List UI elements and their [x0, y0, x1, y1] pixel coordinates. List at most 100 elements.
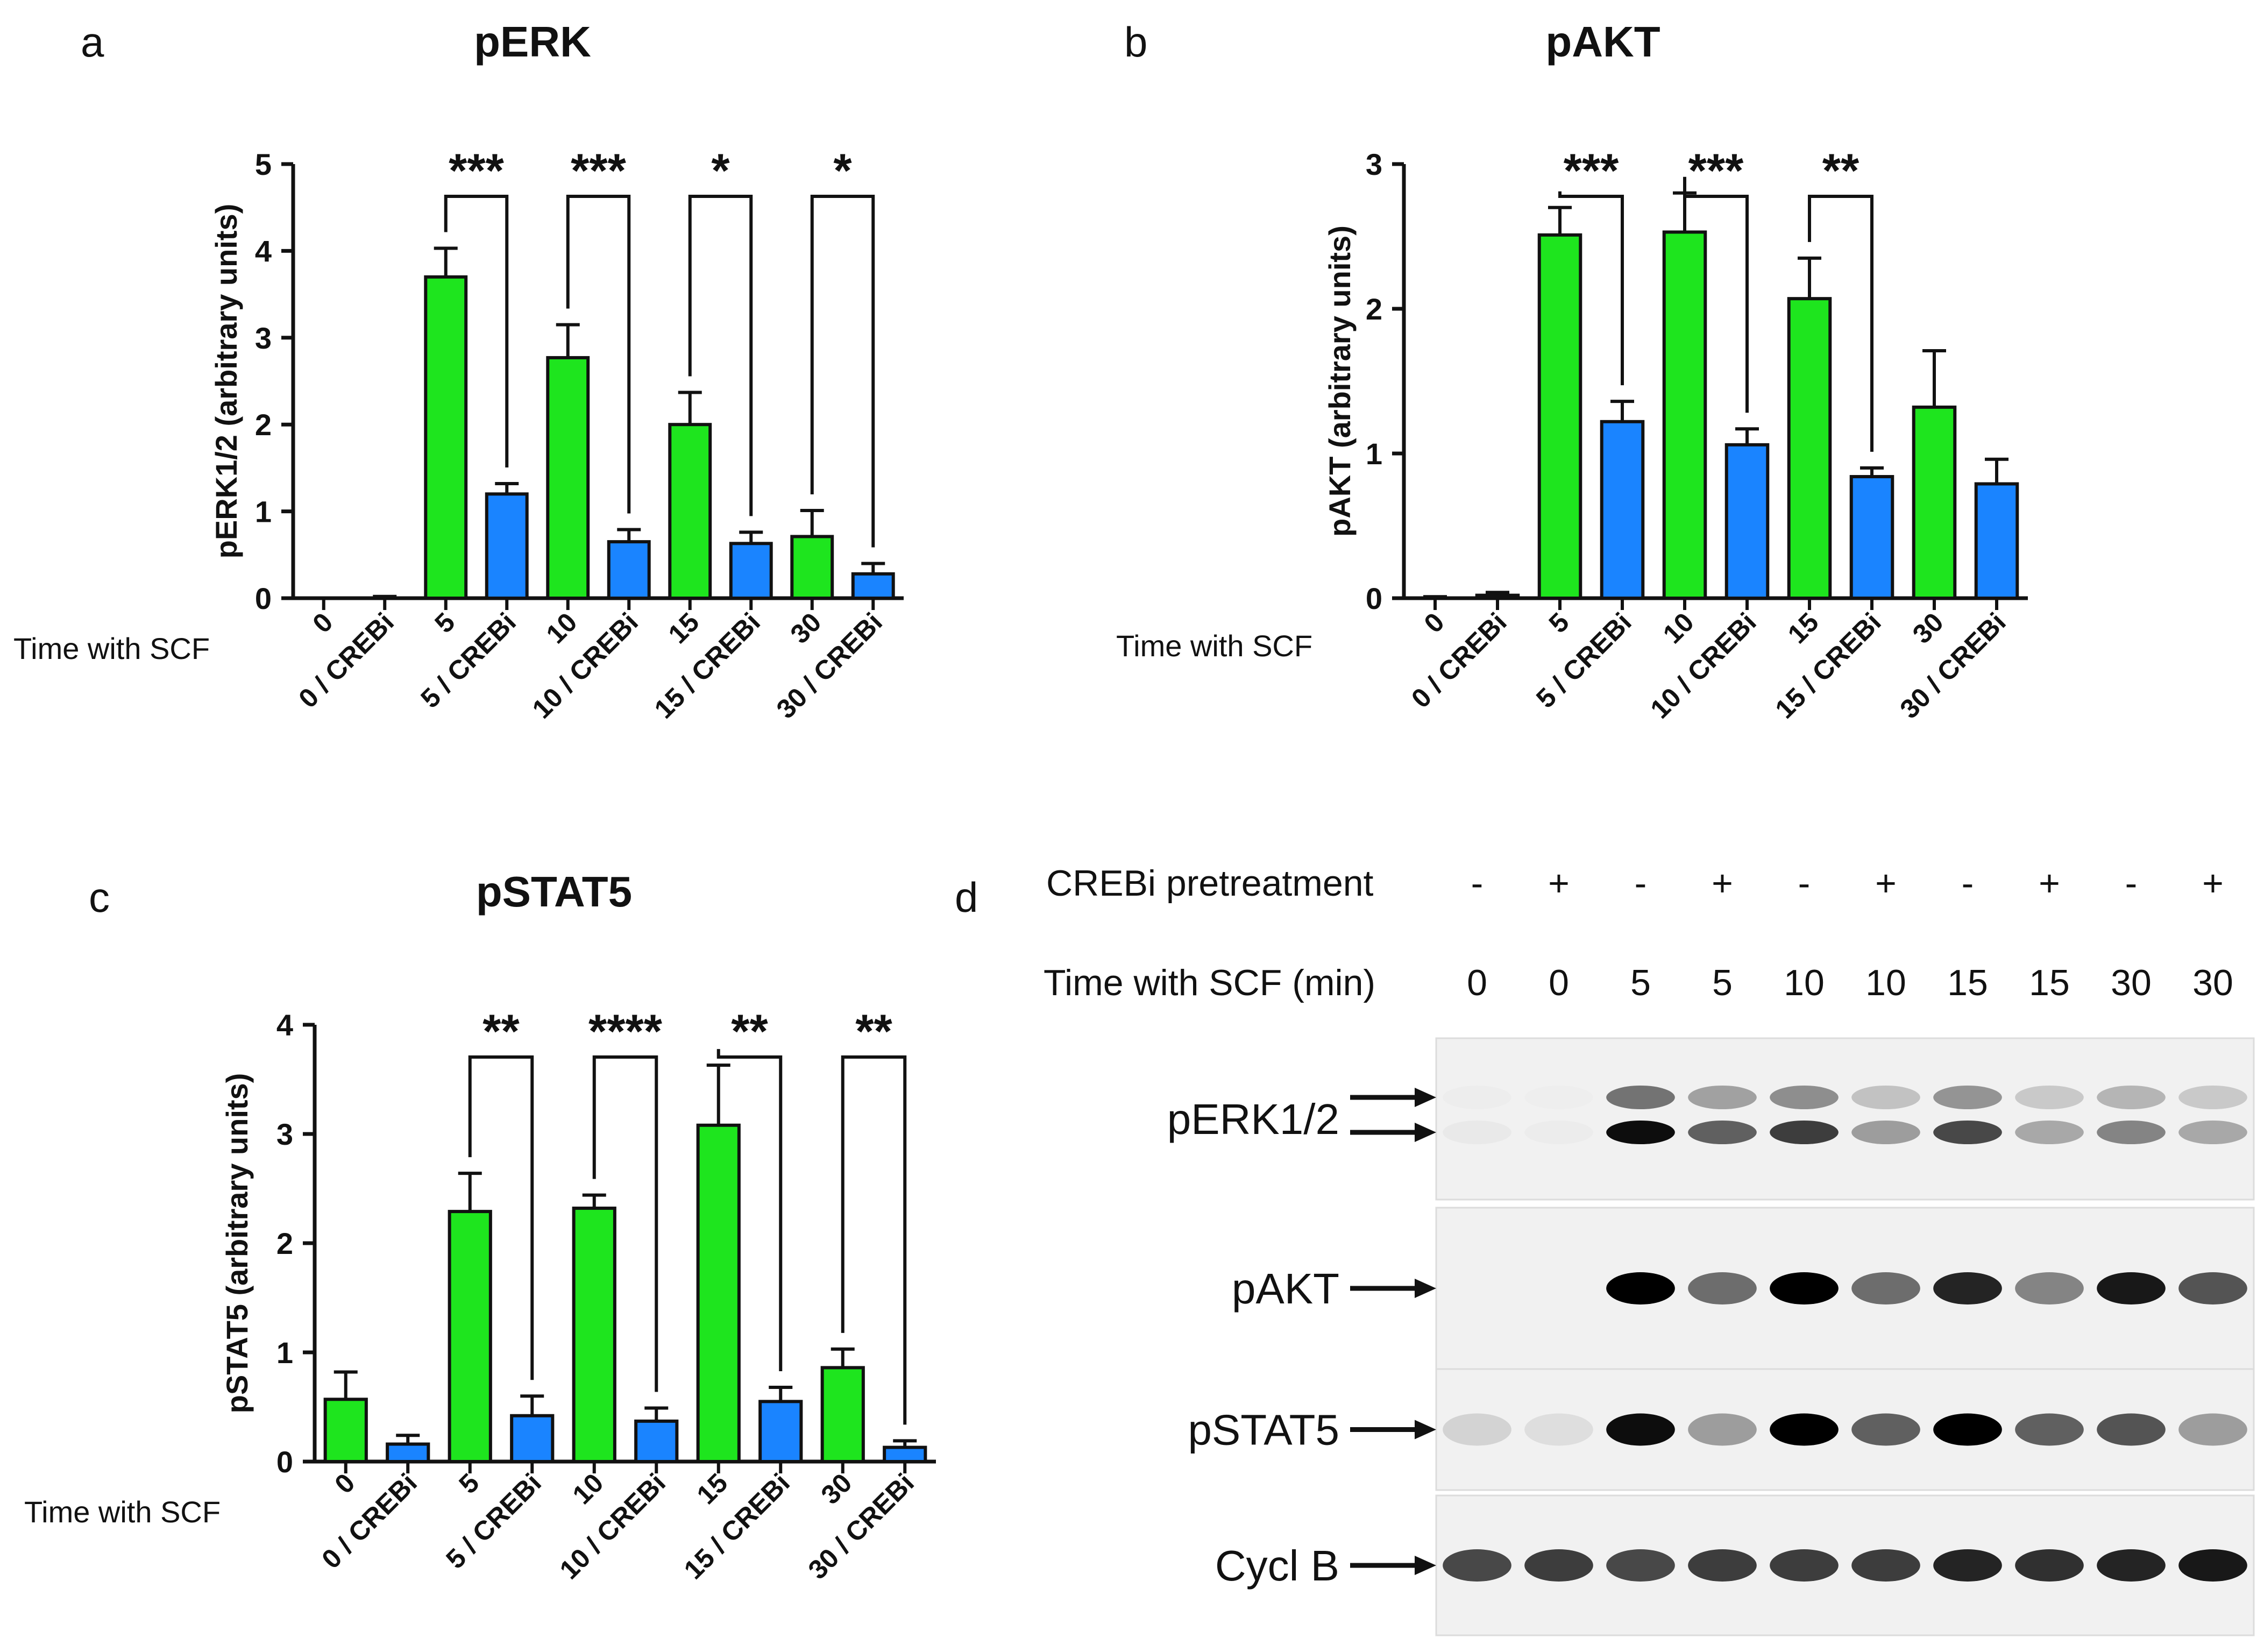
y-tick-label: 4: [276, 1008, 293, 1042]
bar: [510, 1414, 555, 1463]
category-label: 5: [1543, 607, 1575, 639]
category-label: 0 / CREBi: [1406, 607, 1513, 714]
pretreatment-sign: -: [1635, 863, 1647, 904]
category-label: 5 / CREBi: [415, 607, 522, 714]
time-label: 0: [1549, 962, 1569, 1003]
blot-band: [2178, 1121, 2247, 1144]
bar: [1600, 420, 1645, 600]
y-tick-label: 2: [276, 1226, 293, 1260]
blot-band: [1443, 1549, 1511, 1582]
blot-band: [2015, 1549, 2084, 1582]
bar: [820, 1366, 865, 1463]
arrowhead-icon: [1415, 1123, 1436, 1142]
panel-letter-b: b: [1124, 18, 1147, 66]
bar: [668, 423, 712, 600]
bar: [1787, 297, 1832, 600]
blot-band: [1770, 1549, 1839, 1582]
pretreatment-sign: -: [1471, 863, 1484, 904]
blot-band: [2178, 1086, 2247, 1109]
significance-label: *: [711, 144, 730, 197]
blot-membrane: [1435, 1037, 2255, 1201]
significance-label: **: [731, 1004, 768, 1058]
blot-band: [1606, 1272, 1675, 1304]
blot-band: [1606, 1121, 1675, 1144]
bar: [1849, 475, 1894, 600]
pretreatment-sign: +: [1712, 863, 1733, 904]
significance-bracket: [566, 195, 631, 514]
category-label: 5 / CREBi: [1530, 607, 1637, 714]
bar: [323, 1398, 368, 1464]
category-label: 15: [663, 607, 705, 649]
bar-chart-pstat5: c pSTAT5 pSTAT5 (arbitrary units) Time wit…: [24, 868, 936, 1585]
bar: [1537, 233, 1582, 600]
bar-chart-pakt: b pAKT pAKT (arbitrary units) Time with SC…: [1116, 18, 2028, 725]
blot-band: [1933, 1272, 2002, 1304]
blot-row-label: Cycl B: [1215, 1542, 1339, 1590]
pretreatment-sign: -: [1962, 863, 1974, 904]
blot-band: [1524, 1086, 1593, 1109]
bar: [386, 1442, 430, 1464]
pretreatment-sign: +: [1548, 863, 1570, 904]
blot-band: [1524, 1121, 1593, 1144]
blot-band: [1851, 1272, 1920, 1304]
time-label: 5: [1630, 962, 1651, 1003]
blot-pretreatment-label: CREBi pretreatment: [1046, 863, 1374, 904]
bar: [607, 540, 651, 600]
chart-title: pSTAT5: [476, 868, 632, 916]
significance-bracket: [810, 195, 875, 548]
blot-band: [1688, 1086, 1757, 1109]
blot-band: [1770, 1272, 1839, 1304]
arrowhead-icon: [1415, 1556, 1436, 1575]
category-label: 15: [691, 1467, 734, 1510]
y-tick-label: 0: [276, 1445, 293, 1479]
y-tick-label: 1: [255, 495, 272, 529]
significance-label: **: [855, 1004, 892, 1058]
blot-band: [1606, 1549, 1675, 1582]
y-tick-label: 2: [1366, 292, 1382, 326]
bar: [883, 1445, 927, 1464]
category-label: 0: [1418, 607, 1450, 639]
bar: [485, 492, 529, 600]
pretreatment-sign: +: [2039, 863, 2060, 904]
blot-band: [1443, 1413, 1511, 1446]
blot-band: [1770, 1086, 1839, 1109]
y-tick-label: 4: [255, 234, 272, 268]
y-tick-label: 0: [1366, 582, 1382, 615]
blot-band: [1851, 1549, 1920, 1582]
bar: [546, 356, 590, 600]
significance-label: *: [833, 144, 852, 197]
bar: [1475, 593, 1520, 600]
x-row-label: Time with SCF: [24, 1495, 221, 1529]
significance-bracket: [841, 1055, 907, 1425]
bar-chart-perk: a pERK pERK1/2 (arbitrary units) Time with…: [13, 18, 904, 725]
blot-band: [1524, 1413, 1593, 1446]
category-label: 30: [815, 1467, 858, 1510]
pretreatment-sign: -: [1798, 863, 1811, 904]
time-label: 10: [1865, 962, 1906, 1003]
y-tick-label: 3: [276, 1117, 293, 1151]
panel-letter-c: c: [89, 874, 110, 921]
blot-band: [1443, 1121, 1511, 1144]
y-tick-label: 3: [1366, 147, 1382, 181]
x-row-label: Time with SCF: [13, 632, 210, 665]
time-label: 0: [1467, 962, 1487, 1003]
significance-bracket: [1808, 195, 1873, 452]
blot-band: [1851, 1086, 1920, 1109]
significance-bracket: [468, 1055, 534, 1380]
blot-band: [1688, 1413, 1757, 1446]
panel-letter-a: a: [81, 18, 104, 66]
blot-band: [1688, 1121, 1757, 1144]
bar: [790, 535, 834, 600]
significance-label: ****: [588, 1004, 663, 1058]
blot-band: [2015, 1121, 2084, 1144]
time-label: 5: [1712, 962, 1733, 1003]
y-tick-label: 1: [1366, 437, 1382, 471]
bar: [634, 1419, 679, 1463]
arrowhead-icon: [1415, 1279, 1436, 1298]
bar: [1974, 482, 2019, 600]
time-label: 15: [1947, 962, 1988, 1003]
category-label: 0: [307, 607, 338, 639]
time-label: 10: [1784, 962, 1825, 1003]
pretreatment-sign: +: [1875, 863, 1897, 904]
